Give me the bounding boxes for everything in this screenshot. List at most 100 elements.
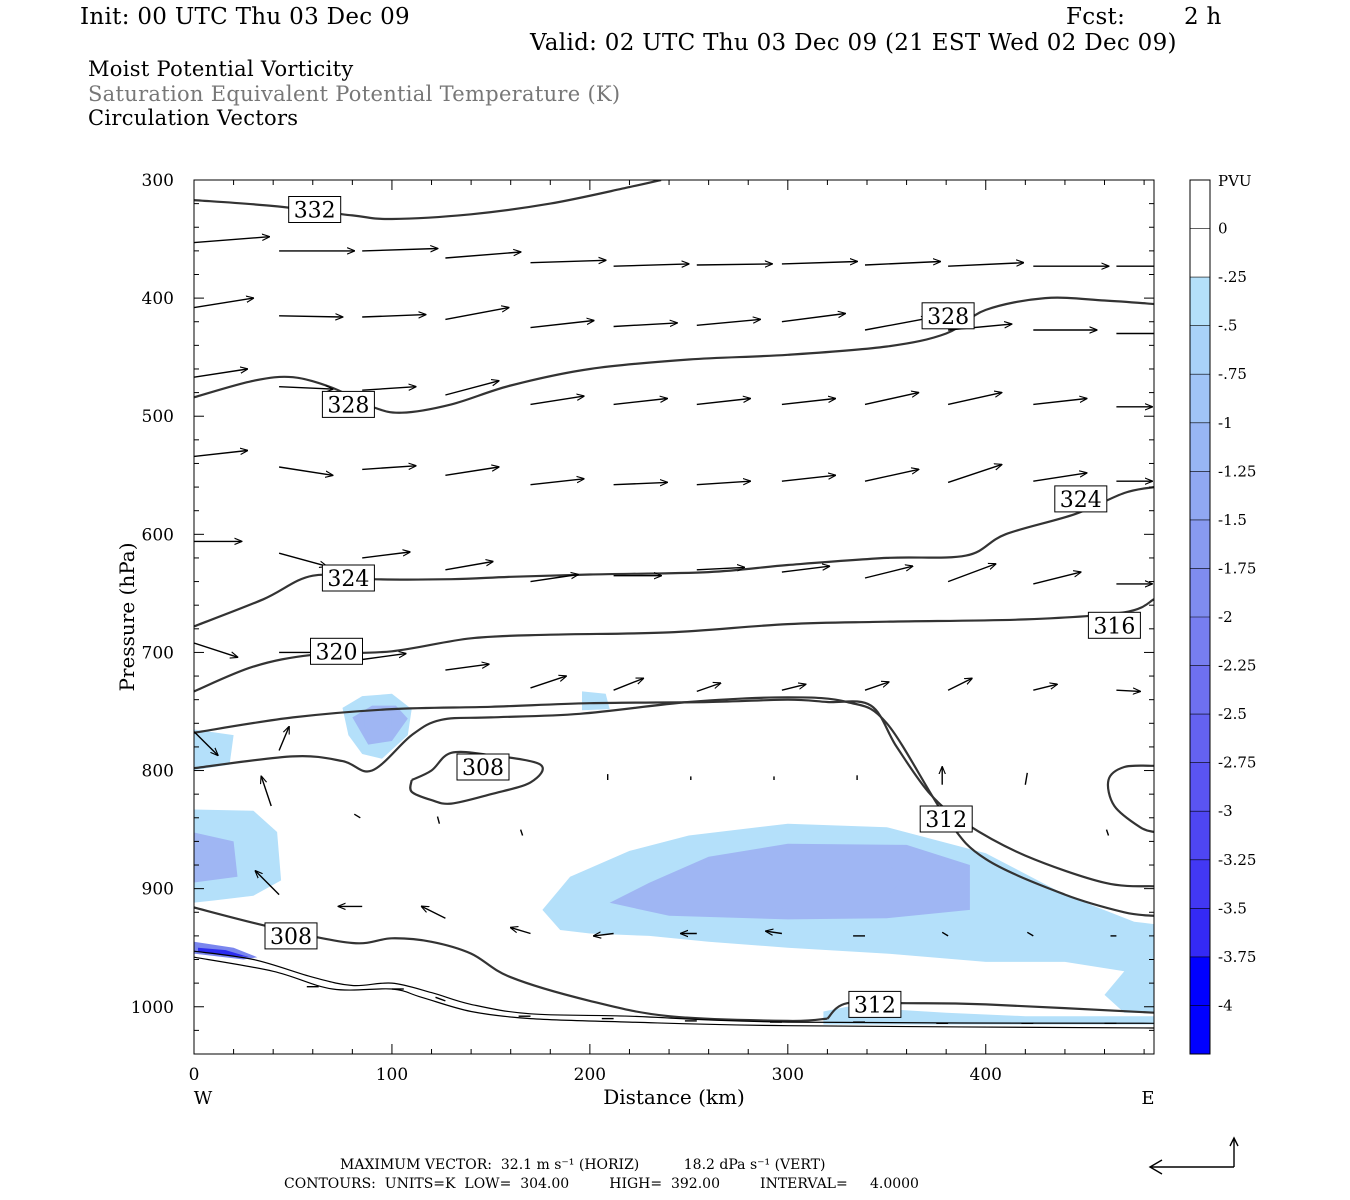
svg-text:320: 320 (316, 640, 358, 665)
circulation-vector (947, 465, 1002, 484)
colorbar-swatch (1190, 1005, 1210, 1055)
circulation-vector (194, 369, 247, 378)
contour-label: 324 (1054, 485, 1108, 513)
field-title-theta-es: Saturation Equivalent Potential Temperat… (88, 82, 621, 106)
circulation-vector (1033, 399, 1086, 406)
x-tick-label: 300 (772, 1065, 804, 1085)
colorbar-swatch (1190, 180, 1210, 230)
circulation-vector (278, 466, 333, 475)
colorbar-label: -4 (1218, 996, 1233, 1014)
contour-label: 308 (456, 753, 510, 781)
y-tick-label: 500 (142, 407, 174, 427)
circulation-vector (445, 467, 498, 476)
colorbar-label: -1.5 (1218, 511, 1247, 529)
circulation-vector (530, 575, 579, 583)
circulation-vector (941, 931, 949, 937)
circulation-vector (947, 564, 996, 583)
circulation-vector (766, 931, 783, 933)
circulation-vector (696, 319, 760, 326)
circulation-vector (445, 562, 493, 571)
field-title-mpv: Moist Potential Vorticity (88, 57, 354, 81)
svg-text:328: 328 (927, 305, 969, 330)
circulation-vector (613, 264, 689, 266)
reference-vector-icon (1148, 1136, 1239, 1175)
circulation-vector (261, 776, 272, 807)
colorbar: 0 -.25 -.5 -.75 -1 -1.25 -1.5 -1.75 -2 -2.25 -2.5 -… (1189, 179, 1256, 1055)
valid-time: Valid: 02 UTC Thu 03 Dec 09 (21 EST Wed … (530, 30, 1177, 56)
contour-info: CONTOURS: UNITS=K LOW= 304.00 HIGH= 392.… (284, 1176, 919, 1192)
circulation-vector (530, 321, 594, 329)
max-vector-info: MAXIMUM VECTOR: 32.1 m s⁻¹ (HORIZ) 18.2 … (340, 1157, 826, 1173)
svg-text:332: 332 (294, 199, 336, 224)
circulation-vector (278, 727, 289, 751)
circulation-vector (362, 466, 416, 471)
theta-es-contour (409, 750, 544, 805)
colorbar-swatch (1190, 811, 1210, 861)
colorbar-label: -3 (1218, 802, 1233, 820)
contour-label: 308 (264, 922, 318, 950)
circulation-vectors (194, 237, 1154, 1024)
theta-es-contour (194, 906, 828, 1023)
circulation-vector (613, 678, 644, 691)
circulation-vector (613, 323, 677, 328)
circulation-vector (530, 396, 584, 406)
colorbar-swatch (1190, 859, 1210, 909)
circulation-vector (194, 642, 238, 657)
circulation-vector (1105, 829, 1110, 836)
circulation-vector (947, 678, 972, 691)
circulation-vector (864, 682, 889, 691)
colorbar-label: -1.25 (1218, 462, 1256, 480)
circulation-vector (362, 249, 437, 251)
circulation-vector (781, 314, 845, 323)
circulation-vector (445, 252, 520, 259)
circulation-vector (530, 479, 584, 486)
contour-label: 324 (321, 564, 375, 592)
mpv-shading (194, 691, 1154, 1025)
y-tick-label: 300 (142, 171, 174, 191)
theta-es-contour (1106, 764, 1154, 834)
x-axis-ticks: 0 100 200 300 400 (189, 180, 1145, 1085)
circulation-vector (864, 318, 928, 331)
circulation-vector (530, 260, 606, 262)
y-tick-label: 700 (142, 643, 174, 663)
colorbar-label: -2.25 (1218, 657, 1256, 675)
x-tick-label: 0 (189, 1065, 200, 1085)
mpv-shade-region (364, 710, 392, 732)
circulation-vector (362, 315, 425, 317)
colorbar-label: -3.5 (1218, 899, 1247, 917)
circulation-vector (781, 399, 835, 406)
circulation-vector (511, 928, 531, 935)
mpv-shade-region (194, 832, 238, 883)
colorbar-label: -1 (1218, 414, 1233, 432)
contour-label: 312 (919, 805, 973, 833)
x-tick-label: 100 (376, 1065, 408, 1085)
circulation-vector (696, 264, 772, 265)
svg-text:312: 312 (925, 808, 967, 833)
circulation-vector (948, 263, 1023, 267)
circulation-vector (696, 567, 745, 569)
contour-label: 328 (321, 390, 375, 418)
circulation-vector (1116, 690, 1140, 691)
colorbar-label: -3.75 (1218, 948, 1256, 966)
circulation-vector (1033, 684, 1057, 691)
circulation-vector (362, 552, 410, 559)
contour-label: 328 (921, 302, 975, 330)
west-label: W (194, 1088, 213, 1109)
contour-label: 316 (1087, 611, 1141, 639)
circulation-vector (255, 871, 280, 896)
colorbar-swatch (1190, 519, 1210, 569)
colorbar-swatch (1190, 422, 1210, 472)
circulation-vector (613, 482, 668, 484)
colorbar-label: -2.75 (1218, 754, 1256, 772)
circulation-vector (362, 654, 406, 661)
circulation-vector (864, 566, 913, 579)
forecast-hour: 2 h (1184, 4, 1222, 30)
theta-es-contour (194, 180, 662, 221)
circulation-vector (194, 731, 218, 756)
field-title-vectors: Circulation Vectors (88, 106, 299, 130)
circulation-vector (781, 566, 830, 573)
colorbar-label: 0 (1218, 220, 1228, 238)
theta-es-contour (194, 486, 1154, 628)
y-tick-label: 900 (142, 880, 174, 900)
